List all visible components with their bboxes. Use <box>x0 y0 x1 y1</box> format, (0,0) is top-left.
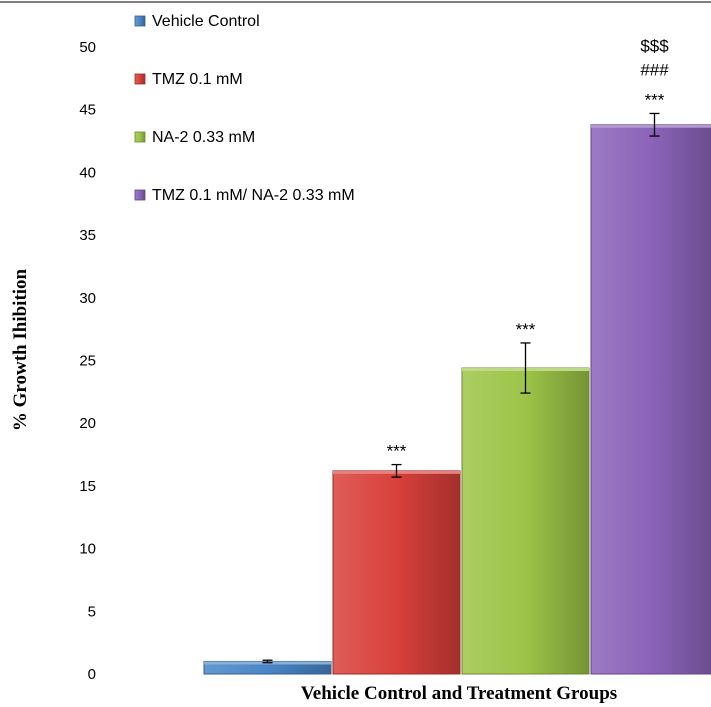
y-tick-label: 30 <box>79 290 96 307</box>
legend-label: TMZ 0.1 mM <box>152 71 243 88</box>
y-axis-title-group: % Growth Ihibition <box>10 268 31 431</box>
legend-swatch <box>134 189 146 201</box>
x-axis-title: Vehicle Control and Treatment Groups <box>301 683 617 704</box>
legend-swatch <box>134 131 146 143</box>
significance-marker: *** <box>516 320 536 339</box>
y-tick-label: 10 <box>79 541 96 558</box>
y-tick-label: 25 <box>79 353 96 370</box>
y-tick-label: 15 <box>79 478 96 495</box>
y-tick-label: 0 <box>88 666 96 683</box>
legend-label: Vehicle Control <box>152 13 260 30</box>
legend-swatch <box>134 73 146 85</box>
legend: Vehicle Control TMZ 0.1 mM NA-2 0.33 mM TMZ… <box>134 13 355 204</box>
legend-swatch <box>134 15 146 27</box>
y-tick-label: 20 <box>79 415 96 432</box>
y-tick-label: 50 <box>79 39 96 56</box>
significance-marker: *** <box>645 90 665 109</box>
y-tick-label: 45 <box>79 102 96 119</box>
bars <box>203 124 711 675</box>
significance-marker: ### <box>640 60 669 79</box>
legend-label: TMZ 0.1 mM/ NA-2 0.33 mM <box>152 187 355 204</box>
significance-marker: *** <box>387 442 407 461</box>
y-tick-labels: 0 5 10 15 20 25 30 35 40 45 50 <box>79 39 96 683</box>
y-tick-label: 35 <box>79 227 96 244</box>
bar-top-highlight <box>591 124 711 128</box>
significance-marker: $$$ <box>640 36 669 55</box>
bar <box>461 367 590 675</box>
bar <box>332 470 461 675</box>
error-bars <box>262 112 660 664</box>
legend-label: NA-2 0.33 mM <box>152 129 255 146</box>
significance-annotations: *** *** *** ### $$$ <box>387 36 670 460</box>
y-axis-title: % Growth Ihibition <box>10 268 31 431</box>
y-tick-label: 40 <box>79 164 96 181</box>
y-tick-label: 5 <box>88 603 96 620</box>
bar <box>590 124 711 675</box>
